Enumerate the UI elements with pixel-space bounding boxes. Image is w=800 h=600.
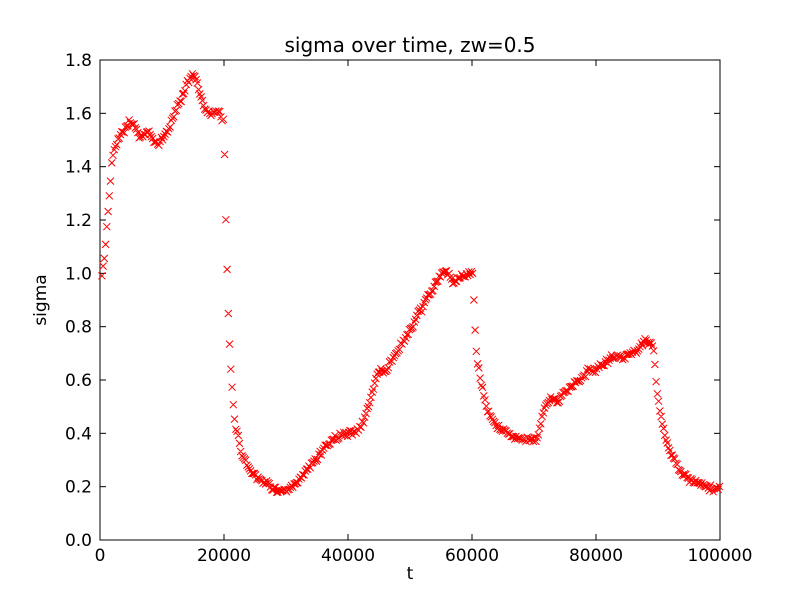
x-tick-label: 20000 — [197, 546, 251, 566]
x-tick-label: 0 — [95, 546, 106, 566]
y-tick-label: 0.0 — [65, 531, 92, 551]
axes-spines — [99, 59, 721, 541]
y-tick-label: 1.8 — [65, 51, 92, 71]
y-tick-label: 0.8 — [65, 318, 92, 338]
y-tick-label: 1.6 — [65, 104, 92, 124]
x-tick-label: 40000 — [321, 546, 375, 566]
y-tick-label: 0.6 — [65, 371, 92, 391]
x-tick-label: 80000 — [569, 546, 623, 566]
plot-area: 0 20000 40000 60000 80000 100000 0.0 0.2 0.4 0.6 0… — [65, 51, 753, 566]
x-tick-label: 100000 — [688, 546, 753, 566]
y-tick-label: 0.4 — [65, 424, 92, 444]
y-tick-label: 1.4 — [65, 158, 92, 178]
y-tick-label: 1.0 — [65, 264, 92, 284]
x-axis-label: t — [407, 564, 414, 584]
chart-title: sigma over time, zw=0.5 — [284, 33, 535, 57]
y-axis-label: sigma — [31, 274, 51, 325]
x-tick-label: 60000 — [445, 546, 499, 566]
data-series-markers — [98, 69, 724, 497]
y-tick-label: 1.2 — [65, 211, 92, 231]
y-tick-label: 0.2 — [65, 478, 92, 498]
